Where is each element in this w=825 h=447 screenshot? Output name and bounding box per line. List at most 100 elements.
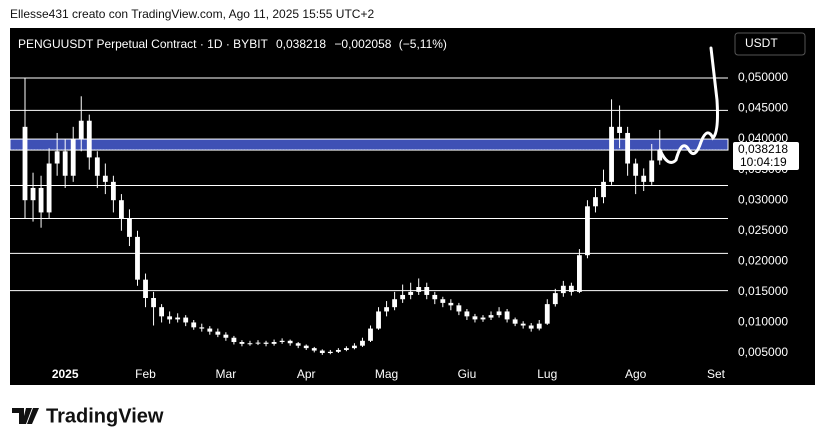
- candle-body: [175, 317, 181, 320]
- candle-body: [54, 151, 60, 164]
- change-percent: (−5,11%): [399, 37, 447, 51]
- candle-body: [617, 126, 622, 133]
- candle-body: [207, 328, 213, 332]
- price-box-label: 0,038218: [738, 142, 788, 156]
- x-tick-label: Giu: [458, 367, 477, 381]
- x-tick-label: 2025: [52, 367, 79, 381]
- logo: TradingView: [12, 405, 164, 427]
- currency-button[interactable]: [734, 32, 806, 56]
- candle-body: [416, 287, 422, 292]
- change: −0,002058: [334, 37, 391, 51]
- candle-body: [295, 343, 301, 346]
- x-tick-label: Ago: [625, 367, 647, 381]
- candle-body: [86, 120, 92, 158]
- candle-body: [279, 340, 285, 343]
- candle-body: [119, 200, 124, 219]
- candle-body: [30, 187, 36, 201]
- countdown: 10:04:19: [740, 155, 787, 169]
- candle-body: [255, 342, 261, 344]
- candle-body: [512, 319, 518, 324]
- y-tick-label: 0,050000: [738, 70, 788, 84]
- x-tick-label: Set: [707, 367, 726, 381]
- x-tick-label: Apr: [297, 367, 316, 381]
- candle-body: [392, 299, 398, 308]
- plot: [9, 77, 729, 355]
- candle-body: [102, 175, 108, 182]
- x-tick-label: Lug: [537, 367, 557, 381]
- candle-body: [448, 302, 454, 306]
- candle-body: [496, 311, 502, 316]
- y-tick-label: 0,020000: [738, 253, 788, 267]
- candle-body: [424, 287, 430, 295]
- candle-body: [536, 323, 542, 329]
- candle-body: [159, 307, 165, 317]
- candle-body: [287, 340, 293, 344]
- candle-body: [215, 331, 221, 335]
- candle-body: [183, 317, 189, 323]
- candle-body: [303, 345, 309, 349]
- candle-body: [319, 350, 325, 354]
- y-tick-label: 0,025000: [738, 223, 788, 237]
- candle-body: [239, 342, 245, 344]
- title: PENGUUSDT Perpetual Contract · 1D · BYBI…: [18, 37, 269, 51]
- candle-body: [231, 337, 237, 343]
- candle-body: [456, 305, 462, 312]
- candle-body: [368, 328, 373, 341]
- candle-body: [593, 197, 598, 207]
- candle-body: [568, 285, 574, 292]
- candle-body: [504, 311, 510, 320]
- candle-body: [22, 126, 28, 201]
- header: Ellesse431 creato con TradingView.com, A…: [10, 7, 374, 21]
- candle-body: [408, 291, 414, 295]
- candle-body: [271, 342, 277, 344]
- y-tick-label: 0,030000: [738, 192, 788, 206]
- y-tick-label: 0,045000: [738, 101, 788, 115]
- zone: [9, 138, 729, 151]
- candle-body: [520, 323, 526, 326]
- candle-body: [335, 349, 341, 352]
- candle-body: [78, 120, 84, 140]
- candle-body: [472, 316, 478, 320]
- candle-body: [46, 163, 52, 213]
- candle-body: [151, 298, 156, 308]
- currency[interactable]: USDT: [745, 36, 778, 50]
- candle-body: [352, 345, 357, 349]
- candle-body: [343, 348, 349, 350]
- price-box: [733, 141, 799, 170]
- candle-body: [38, 187, 44, 213]
- candle-body: [143, 279, 148, 299]
- candle-body: [544, 304, 550, 324]
- x-tick-label: Feb: [135, 367, 156, 381]
- candle-body: [376, 311, 381, 329]
- candle-body: [633, 163, 639, 176]
- candle-body: [552, 293, 558, 305]
- candle-body: [528, 325, 534, 329]
- candle-body: [432, 294, 438, 300]
- candle-body: [247, 343, 253, 345]
- candle-body: [110, 181, 116, 201]
- candle-body: [480, 317, 486, 320]
- candle-body: [62, 151, 68, 176]
- candle-body: [70, 139, 76, 176]
- candle-body: [576, 255, 582, 292]
- candle-body: [657, 149, 663, 161]
- candle-body: [488, 315, 494, 318]
- candle-body: [263, 342, 269, 344]
- candle-body: [609, 126, 614, 182]
- y-tick-label: 0,010000: [738, 315, 788, 329]
- candle-body: [311, 348, 317, 351]
- y-tick-label: 0,015000: [738, 284, 788, 298]
- candle-body: [127, 218, 132, 237]
- candle-body: [199, 327, 205, 329]
- candle-body: [223, 334, 229, 338]
- x-tick-label: Mar: [216, 367, 237, 381]
- candle-body: [641, 175, 647, 182]
- hand-drawing: [658, 46, 719, 164]
- candle-body: [601, 181, 606, 198]
- candle-body: [560, 285, 566, 294]
- candle-body: [135, 236, 140, 280]
- candle-body: [585, 206, 590, 256]
- candle-body: [464, 311, 470, 317]
- y-tick-label: 0,040000: [738, 131, 788, 145]
